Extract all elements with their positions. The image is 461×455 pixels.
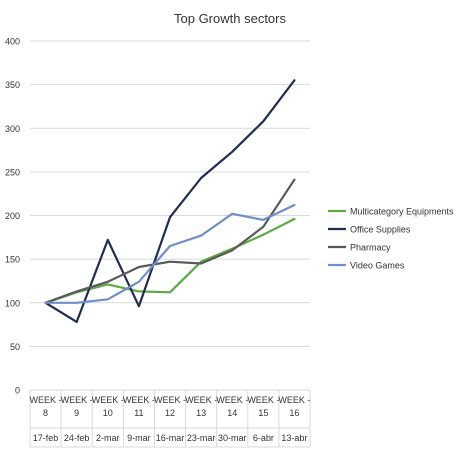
x-tick-label: 11 [134, 408, 143, 418]
y-tick-label: 250 [5, 167, 20, 177]
y-tick-label: 100 [5, 298, 20, 308]
x-tick-label: 15 [258, 408, 268, 418]
series-line [46, 80, 295, 322]
x-tick-label: WEEK - [216, 395, 248, 405]
y-tick-label: 0 [15, 386, 20, 396]
legend-label: Video Games [350, 261, 405, 271]
x-tick-label: WEEK - [123, 395, 155, 405]
x-tick-label: WEEK - [61, 395, 93, 405]
x-tick-label: WEEK - [247, 395, 279, 405]
x-tick-label: WEEK - [92, 395, 124, 405]
legend-label: Office Supplies [350, 225, 411, 235]
x-tick-date-label: 24-feb [64, 433, 90, 443]
x-tick-label: 13 [196, 408, 206, 418]
x-tick-label: 14 [227, 408, 237, 418]
y-tick-label: 300 [5, 124, 20, 134]
x-tick-date-label: 9-mar [127, 433, 151, 443]
x-tick-date-label: 16-mar [156, 433, 185, 443]
chart-title: Top Growth sectors [174, 11, 286, 26]
x-tick-label: WEEK - [30, 395, 62, 405]
x-tick-date-label: 6-abr [253, 433, 274, 443]
y-tick-label: 350 [5, 80, 20, 90]
legend-label: Multicategory Equipments [350, 207, 454, 217]
x-tick-label: WEEK - [278, 395, 310, 405]
x-tick-label: 8 [43, 408, 48, 418]
y-tick-label: 200 [5, 211, 20, 221]
x-tick-date-label: 13-abr [281, 433, 307, 443]
series-line [46, 180, 295, 303]
x-tick-date-label: 2-mar [96, 433, 120, 443]
x-tick-label: 16 [289, 408, 299, 418]
x-tick-date-label: 17-feb [33, 433, 59, 443]
y-tick-label: 150 [5, 255, 20, 265]
x-tick-label: 10 [103, 408, 113, 418]
x-tick-date-label: 30-mar [218, 433, 247, 443]
x-tick-date-label: 23-mar [187, 433, 216, 443]
y-tick-label: 400 [5, 37, 20, 47]
x-tick-label: 12 [165, 408, 175, 418]
legend-label: Pharmacy [350, 243, 391, 253]
x-tick-label: 9 [74, 408, 79, 418]
x-tick-label: WEEK - [185, 395, 217, 405]
x-tick-label: WEEK - [154, 395, 186, 405]
y-tick-label: 50 [10, 342, 20, 352]
